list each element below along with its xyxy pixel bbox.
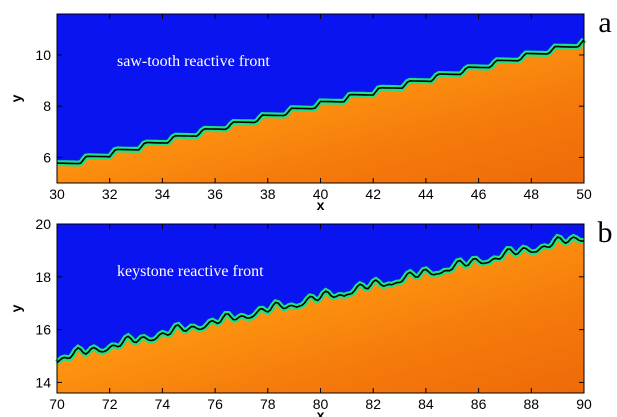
x-tick-label: 90 — [576, 396, 592, 412]
x-axis-label: x — [317, 197, 325, 213]
front-contour — [56, 236, 585, 364]
x-tick-label: 50 — [576, 186, 592, 202]
x-tick-label: 46 — [471, 186, 487, 202]
x-tick-label: 48 — [524, 186, 540, 202]
burnt-region — [57, 237, 584, 393]
y-axis-label: y — [8, 304, 24, 312]
x-tick-label: 86 — [471, 396, 487, 412]
x-tick-label: 80 — [313, 396, 329, 412]
y-axis-label: y — [8, 94, 24, 102]
x-tick-label: 84 — [418, 396, 434, 412]
x-tick-label: 72 — [102, 396, 118, 412]
x-tick-label: 88 — [524, 396, 540, 412]
panel-label: b — [598, 216, 613, 249]
x-tick-label: 36 — [207, 186, 223, 202]
x-tick-label: 38 — [260, 186, 276, 202]
x-tick-label: 30 — [49, 186, 65, 202]
x-tick-label: 40 — [313, 186, 329, 202]
x-tick-label: 82 — [365, 396, 381, 412]
x-tick-label: 44 — [418, 186, 434, 202]
y-tick-label: 10 — [35, 47, 51, 63]
y-tick-label: 8 — [43, 98, 51, 114]
annotation: keystone reactive front — [117, 263, 264, 280]
x-tick-label: 76 — [207, 396, 223, 412]
y-tick-label: 16 — [35, 322, 51, 338]
x-tick-label: 70 — [49, 396, 65, 412]
panel-label: a — [598, 6, 611, 39]
y-tick-label: 14 — [35, 374, 51, 390]
x-tick-label: 78 — [260, 396, 276, 412]
y-tick-label: 6 — [43, 149, 51, 165]
y-tick-label: 20 — [35, 216, 51, 232]
x-axis-label: x — [317, 407, 325, 417]
x-tick-label: 74 — [155, 396, 171, 412]
y-tick-label: 18 — [35, 269, 51, 285]
x-tick-label: 34 — [155, 186, 171, 202]
annotation: saw-tooth reactive front — [117, 53, 270, 70]
front-contour — [56, 39, 585, 165]
x-tick-label: 32 — [102, 186, 118, 202]
x-tick-label: 42 — [365, 186, 381, 202]
